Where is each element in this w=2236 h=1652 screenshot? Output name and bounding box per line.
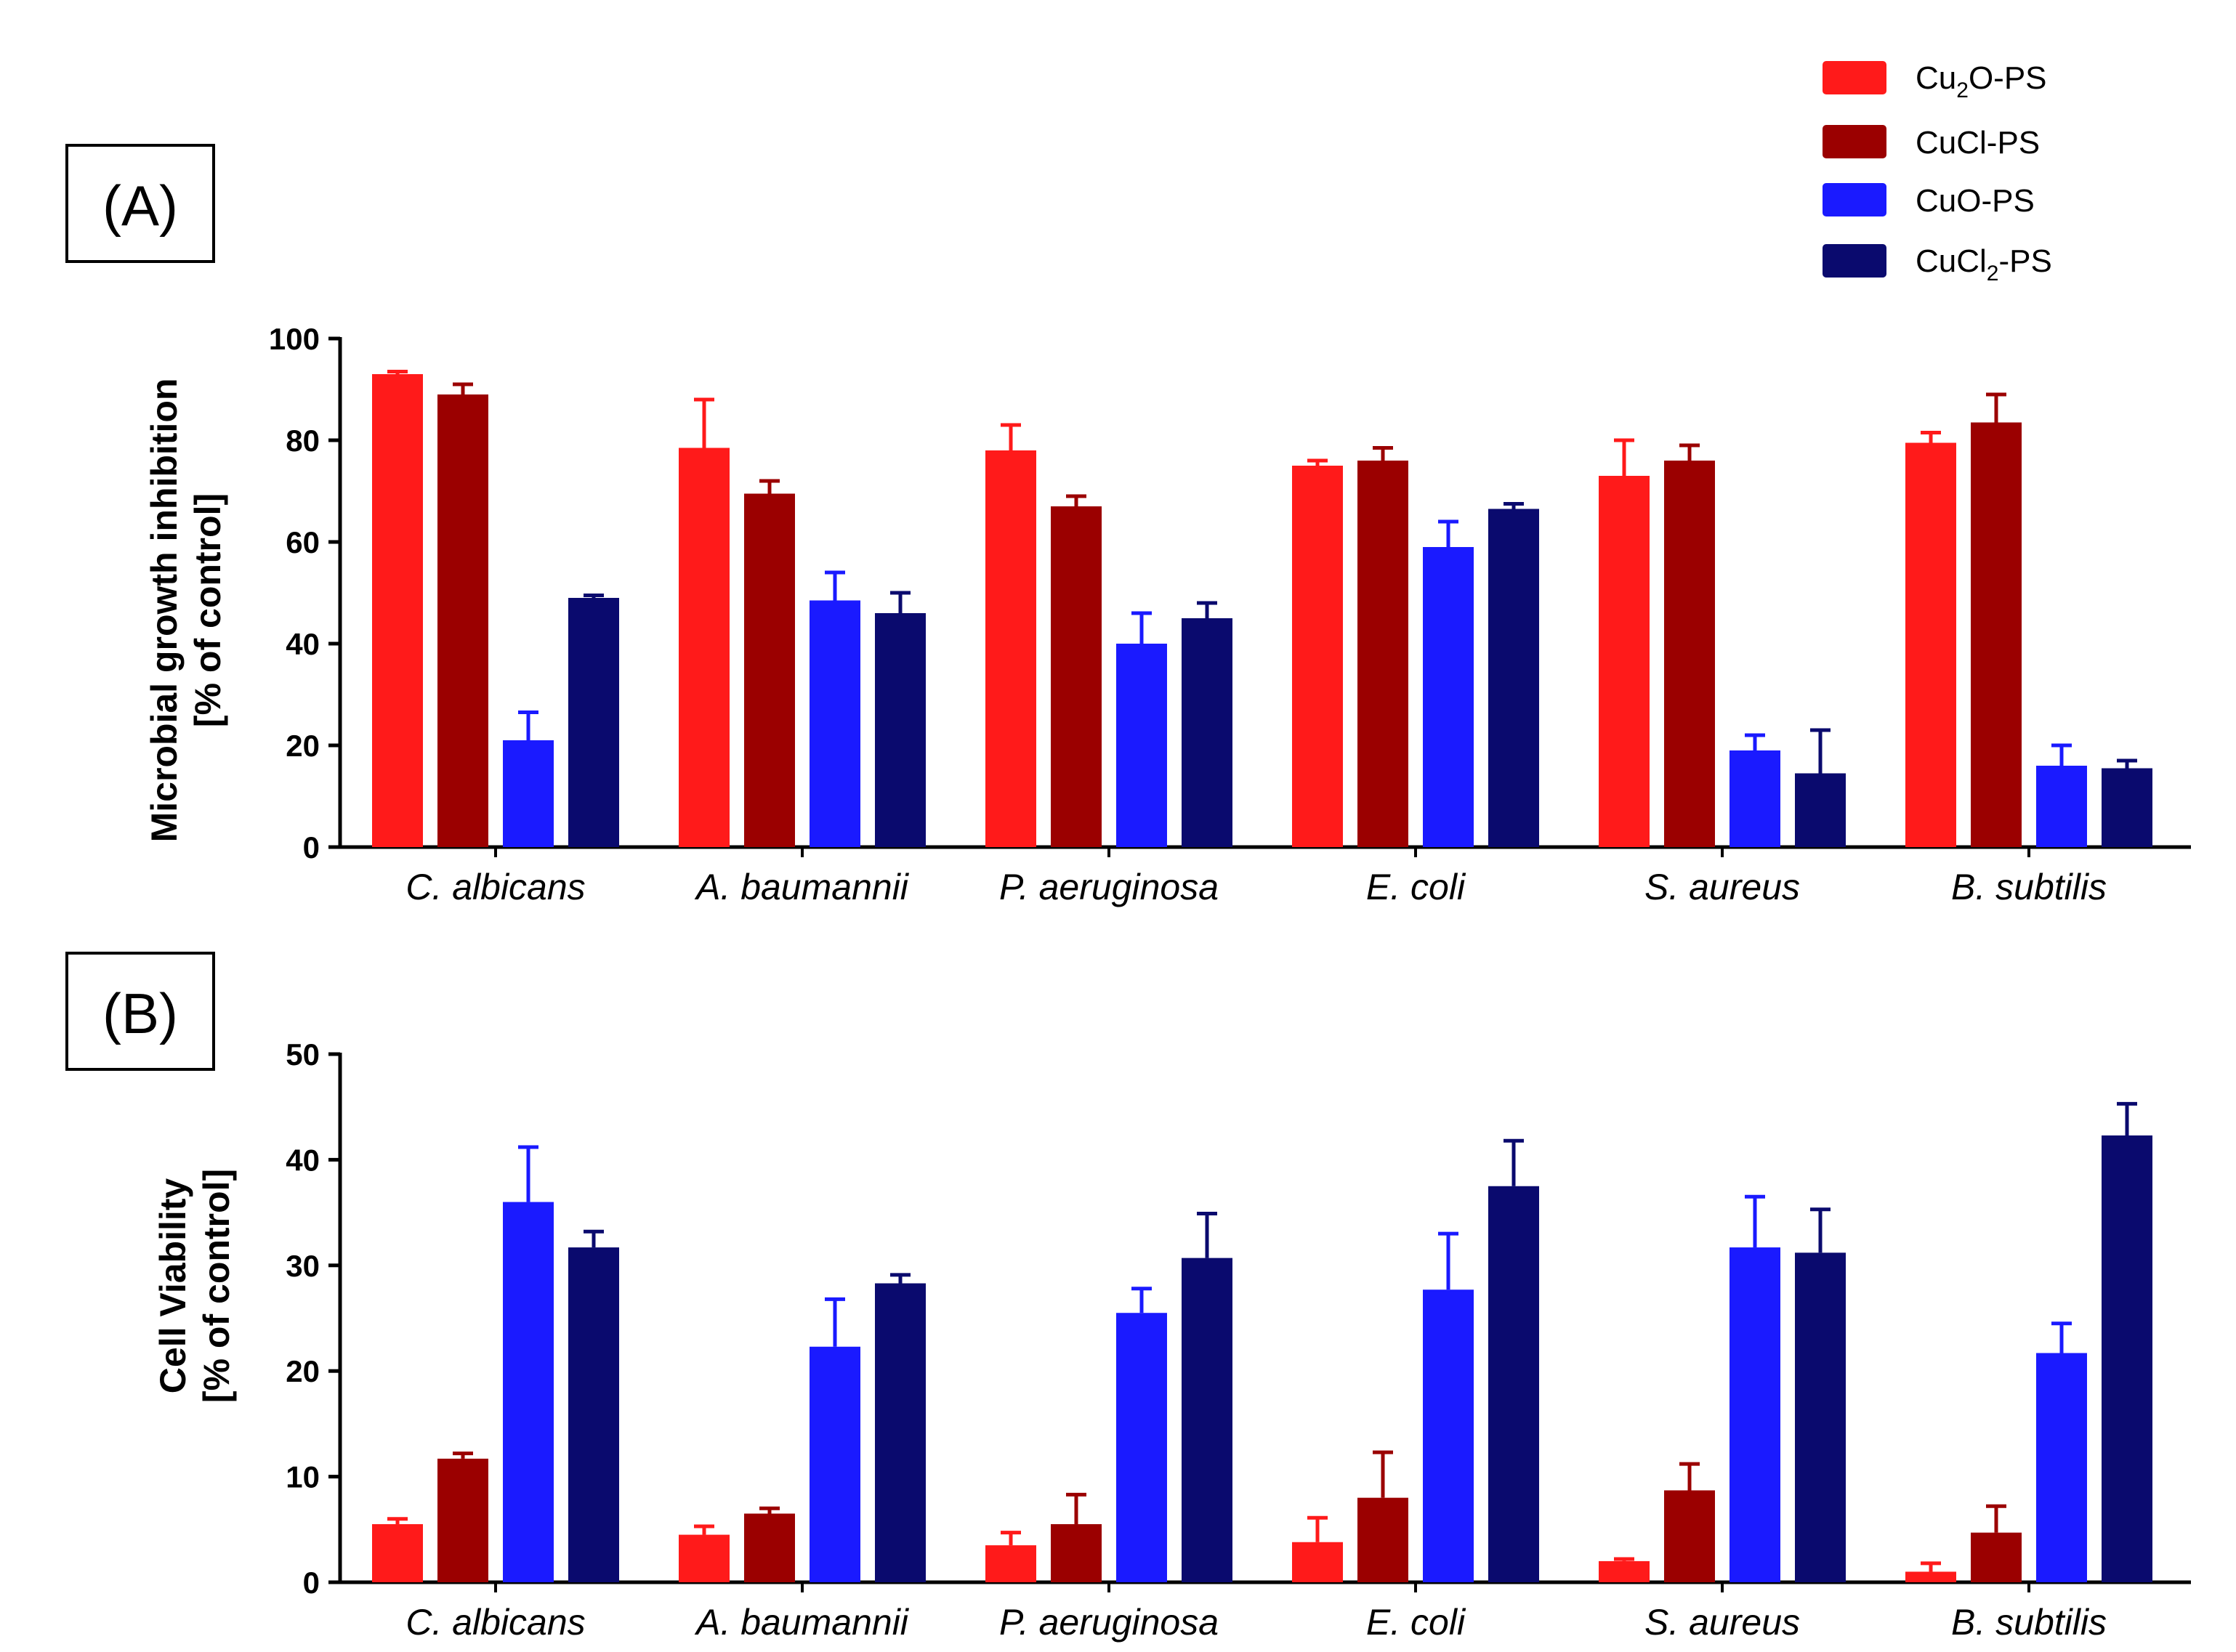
chart-a-bar-cucl2 [1795, 773, 1846, 847]
chart-b-ytick-label: 30 [286, 1249, 320, 1283]
chart-b-bar-cucl2 [875, 1283, 926, 1582]
chart-b-category-label: A. baumannii [694, 1602, 910, 1643]
legend-item-cu2o: Cu2O-PS [1823, 60, 2047, 102]
chart-a-bar-cuo [2036, 766, 2087, 847]
chart-b-bar-cuo [1730, 1247, 1780, 1582]
chart-b-bar-cucl2 [568, 1247, 619, 1582]
chart-b-bar-cucl [437, 1458, 488, 1582]
chart-b-bar-cuo [503, 1202, 554, 1582]
svg-text:(A): (A) [102, 174, 178, 238]
legend-label-cucl2: CuCl2-PS [1916, 243, 2052, 286]
chart-b-bar-cucl [1357, 1497, 1408, 1582]
chart-a-bar-cucl [437, 394, 488, 847]
chart-a-bar-cuo [1116, 644, 1167, 847]
chart-a-bar-cucl [744, 493, 795, 847]
chart-a-category-label: P. aeruginosa [999, 867, 1219, 907]
chart-a-ylabel-line2: [% of control] [187, 493, 228, 727]
chart-b-bar-cucl2 [1795, 1252, 1846, 1582]
chart-b-ytick-label: 50 [286, 1037, 320, 1072]
chart-b-bar-cucl2 [1488, 1186, 1539, 1582]
chart-b-category-label: P. aeruginosa [999, 1602, 1219, 1643]
chart-b-bar-cu2o [679, 1534, 730, 1582]
svg-text:(B): (B) [102, 981, 178, 1045]
chart-a-bar-cucl2 [1488, 509, 1539, 847]
chart-b-bar-cuo [810, 1346, 860, 1582]
chart-a-ytick-label: 40 [286, 627, 320, 661]
chart-b-category-label: C. albicans [405, 1602, 585, 1643]
chart-b-ytick-label: 20 [286, 1354, 320, 1388]
chart-a-bar-cu2o [1599, 476, 1650, 847]
legend-swatch-cu2o [1823, 61, 1886, 94]
chart-b-ylabel-line1: Cell Viability [153, 1178, 193, 1394]
chart-b-ytick-label: 10 [286, 1460, 320, 1494]
chart-a-bar-cu2o [679, 448, 730, 847]
chart-b-bar-cu2o [1599, 1560, 1650, 1582]
chart-a-bar-cucl2 [875, 613, 926, 847]
chart-a-category-label: A. baumannii [694, 867, 910, 907]
panel-b-label: (B) [65, 952, 215, 1071]
chart-a-bar-cucl [1051, 506, 1102, 847]
legend-item-cucl2: CuCl2-PS [1823, 243, 2052, 286]
chart-a-category-label: E. coli [1366, 867, 1466, 907]
chart-a-ytick-label: 60 [286, 525, 320, 559]
chart-a-ytick-label: 20 [286, 729, 320, 763]
legend-swatch-cucl [1823, 125, 1886, 158]
legend-swatch-cuo [1823, 183, 1886, 216]
chart-b-bar-cuo [1423, 1289, 1474, 1582]
legend-label-cu2o: Cu2O-PS [1916, 60, 2047, 102]
legend-swatch-cucl2 [1823, 244, 1886, 278]
chart-b-category-label: B. subtilis [1951, 1602, 2107, 1643]
chart-b-bar-cucl [1664, 1490, 1715, 1582]
chart-b-bar-cu2o [1905, 1571, 1956, 1582]
chart-b-bar-cuo [1116, 1313, 1167, 1582]
chart-a-bar-cucl [1971, 422, 2022, 847]
legend-item-cucl: CuCl-PS [1823, 125, 2040, 161]
chart-b-bar-cucl2 [2102, 1135, 2152, 1582]
chart-a-bar-cu2o [1292, 466, 1343, 847]
chart-a-bar-cucl [1664, 461, 1715, 847]
chart-b-bar-cucl [1051, 1524, 1102, 1582]
chart-a-category-label: S. aureus [1644, 867, 1800, 907]
chart-a-category-label: B. subtilis [1951, 867, 2107, 907]
chart-a-bar-cucl2 [2102, 768, 2152, 847]
chart-b: Cell Viability [% of control] 0 10 20 30 40 5… [153, 1037, 2191, 1643]
chart-a-bar-cuo [503, 740, 554, 847]
chart-b-bar-cucl2 [1182, 1258, 1232, 1582]
chart-a-category-label: C. albicans [405, 867, 585, 907]
chart-a-bar-cucl2 [568, 598, 619, 847]
chart-a-bar-cu2o [1905, 442, 1956, 847]
chart-b-ytick-label: 40 [286, 1143, 320, 1177]
chart-b-bar-cucl [1971, 1532, 2022, 1582]
chart-a-bar-cucl2 [1182, 618, 1232, 847]
chart-a-bar-cu2o [372, 374, 423, 847]
legend-label-cucl: CuCl-PS [1916, 125, 2040, 161]
chart-a-bar-cucl [1357, 461, 1408, 847]
chart-a-bar-cuo [1730, 750, 1780, 847]
chart-b-bar-cu2o [1292, 1542, 1343, 1582]
chart-b-ytick-label: 0 [303, 1566, 320, 1600]
chart-a-ytick-label: 0 [303, 830, 320, 865]
chart-b-category-label: S. aureus [1644, 1602, 1800, 1643]
chart-b-bar-cucl [744, 1513, 795, 1582]
chart-a-ytick-label: 80 [286, 424, 320, 458]
chart-a-ylabel-line1: Microbial growth inhibition [144, 378, 185, 843]
legend-item-cuo: CuO-PS [1823, 183, 2035, 219]
chart-a-bar-cuo [810, 600, 860, 847]
legend-label-cuo: CuO-PS [1916, 183, 2035, 219]
legend: Cu2O-PS CuCl-PS CuO-PS CuCl2-PS [1823, 60, 2052, 286]
chart-b-category-label: E. coli [1366, 1602, 1466, 1643]
chart-b-bar-cuo [2036, 1353, 2087, 1582]
panel-a-label: (A) [65, 144, 215, 263]
chart-a-bar-cu2o [985, 450, 1036, 847]
chart-a-bar-cuo [1423, 547, 1474, 847]
chart-b-ylabel-line2: [% of control] [196, 1169, 237, 1403]
chart-a-ytick-label: 100 [269, 322, 320, 356]
chart-a: Microbial growth inhibition [% of contro… [144, 322, 2191, 907]
chart-b-bar-cu2o [372, 1524, 423, 1582]
chart-b-bar-cu2o [985, 1545, 1036, 1582]
